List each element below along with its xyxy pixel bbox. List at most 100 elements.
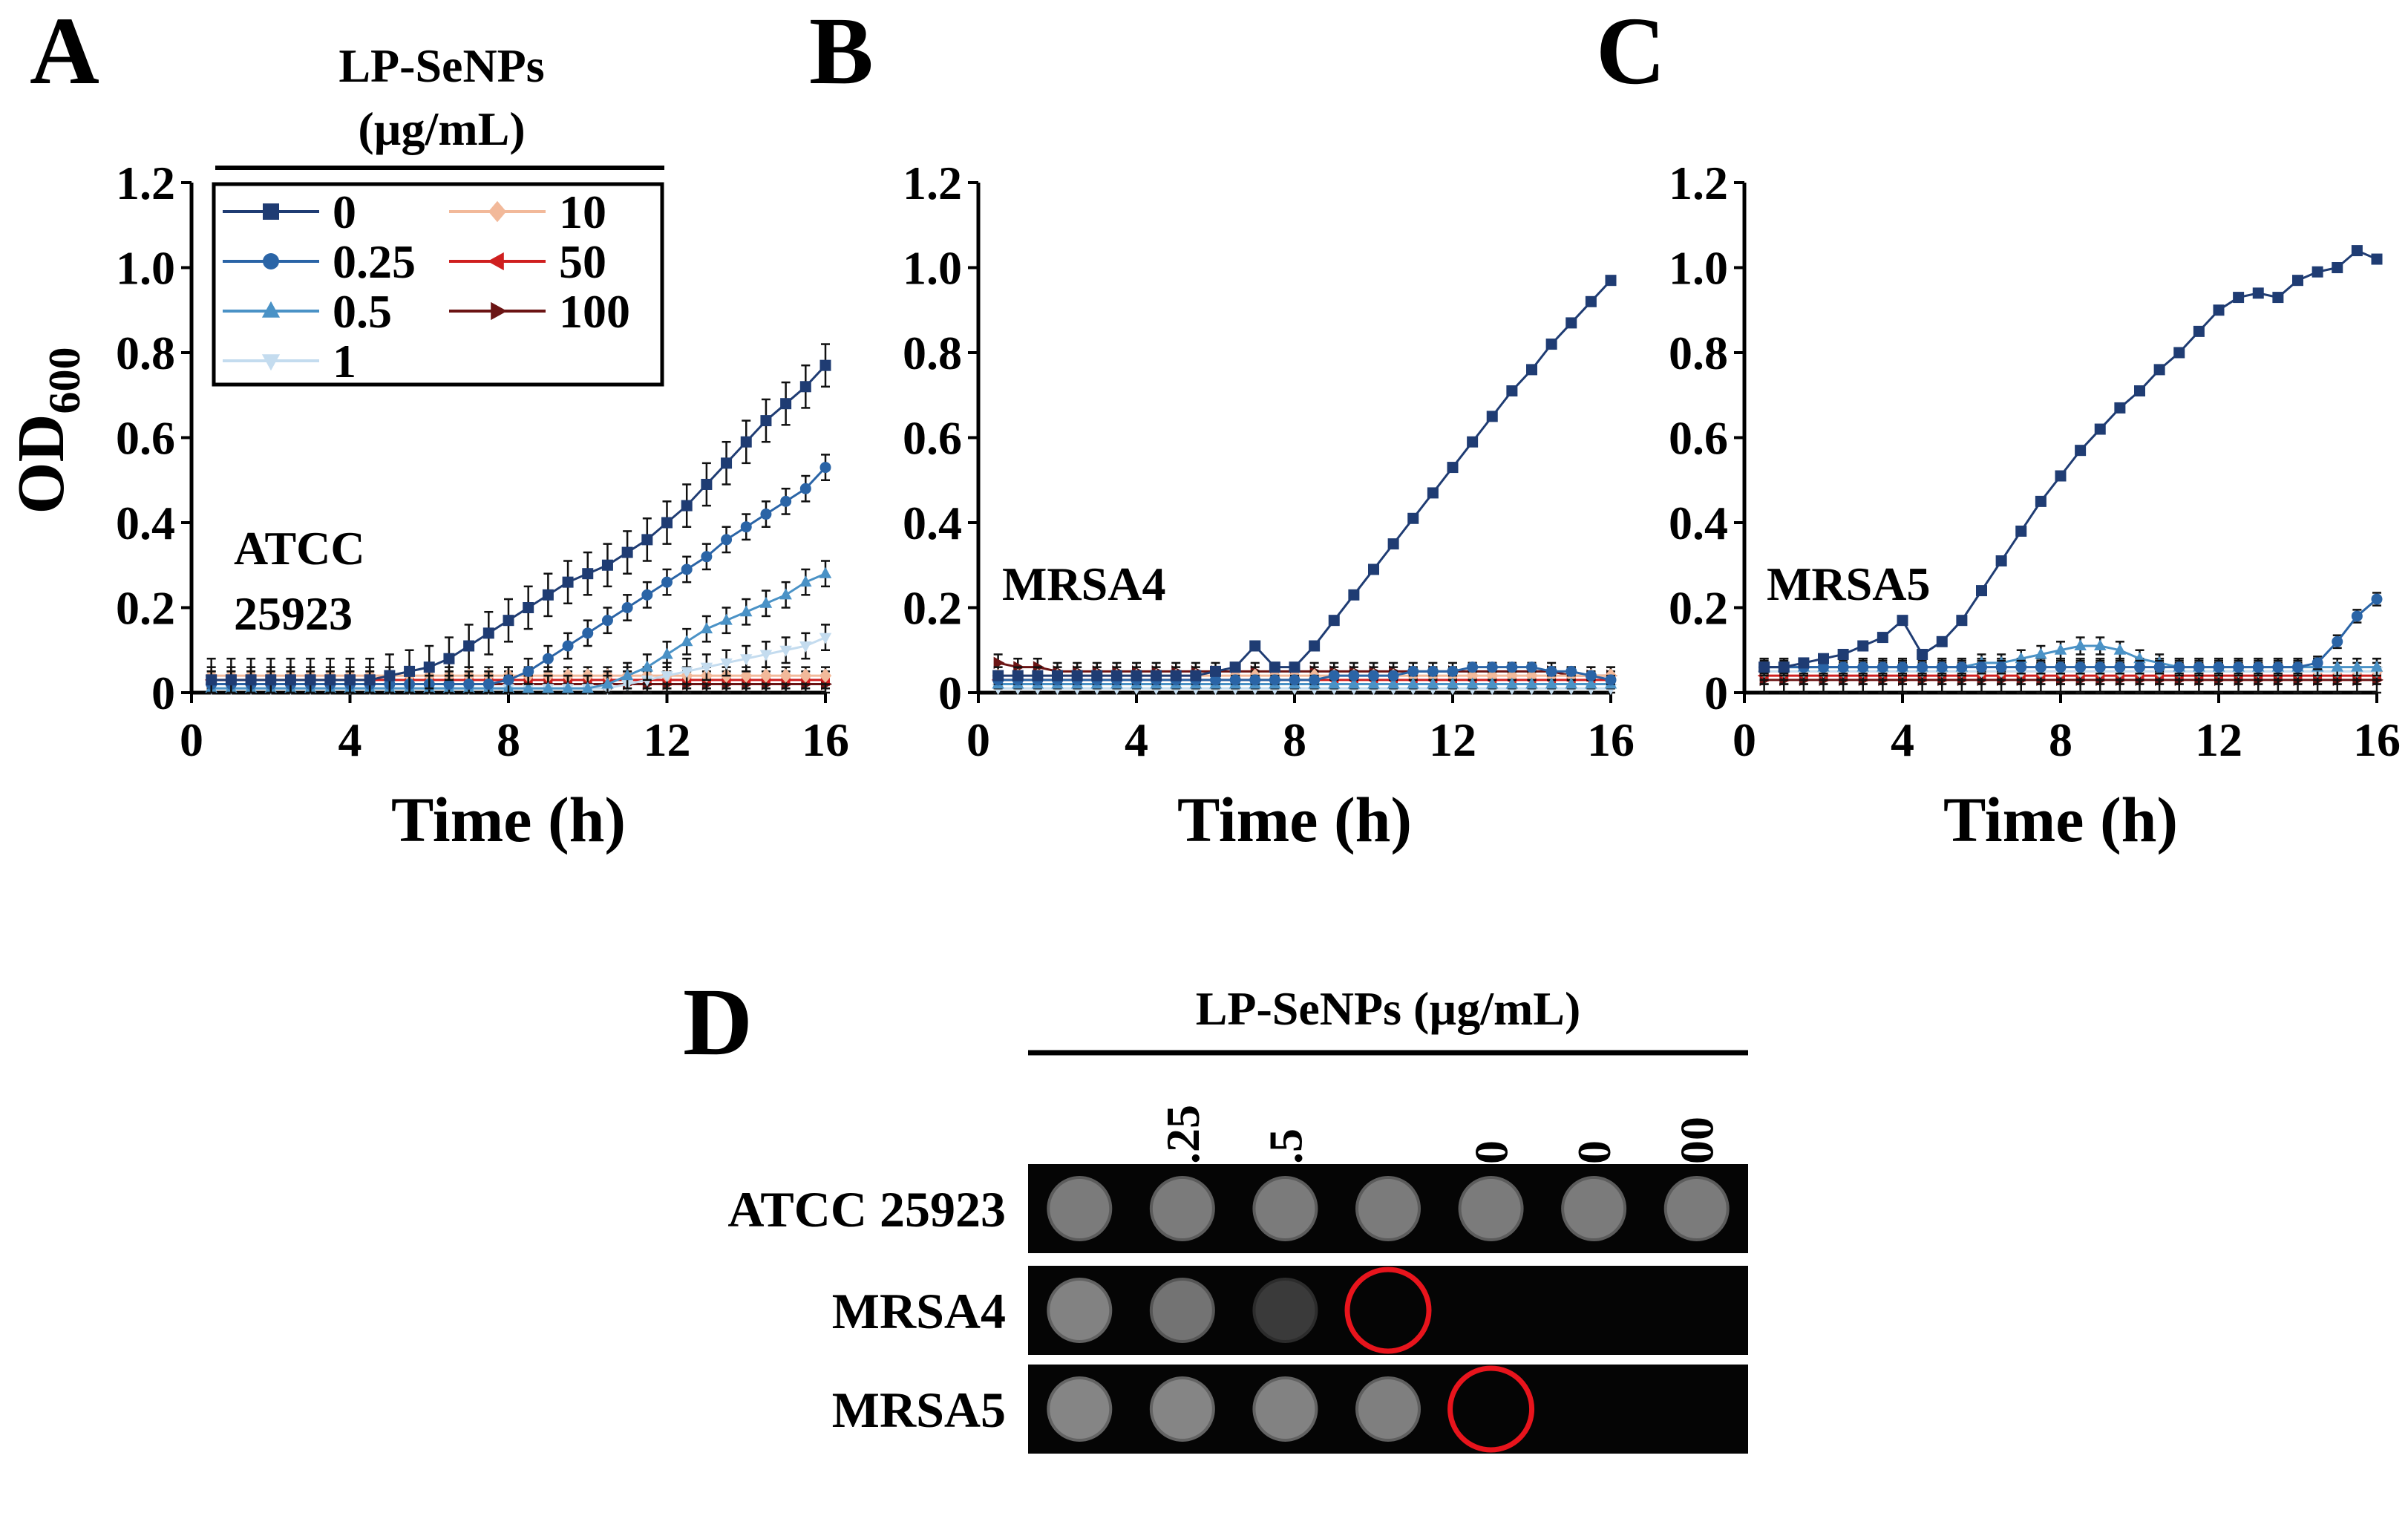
y-tick-label: 0.4 xyxy=(903,497,962,549)
data-point xyxy=(1091,670,1103,682)
data-point xyxy=(2312,657,2323,669)
panel-label-c: C xyxy=(1596,0,1666,105)
data-point xyxy=(1387,677,1400,689)
y-tick-label: 0.4 xyxy=(116,497,175,549)
data-point xyxy=(760,509,772,520)
data-point xyxy=(1466,677,1479,689)
data-point xyxy=(1837,661,1849,673)
data-point xyxy=(2233,661,2245,673)
bacterial-spot xyxy=(1355,1376,1421,1442)
data-point xyxy=(1367,677,1380,689)
legend-swatch-marker xyxy=(487,252,504,271)
data-point xyxy=(661,517,673,529)
data-point xyxy=(463,640,475,652)
data-point xyxy=(1798,657,1810,669)
bacterial-spot xyxy=(1047,1376,1113,1442)
data-point xyxy=(2114,661,2126,673)
data-point xyxy=(1585,295,1597,307)
data-point xyxy=(641,675,654,687)
data-point xyxy=(404,665,416,677)
data-point xyxy=(1545,677,1558,689)
data-point xyxy=(992,670,1004,682)
data-point xyxy=(1917,648,1928,660)
data-point xyxy=(2292,275,2303,287)
x-axis-label: Time (h) xyxy=(391,784,626,855)
data-point xyxy=(1348,589,1360,601)
data-point xyxy=(1347,677,1361,689)
y-tick-label: 0.6 xyxy=(1669,412,1728,465)
spot-strip xyxy=(1028,1266,1748,1355)
data-point xyxy=(721,457,733,469)
data-point xyxy=(680,635,693,647)
legend-label: 0 xyxy=(333,186,356,238)
data-point xyxy=(780,398,792,410)
legend-label: 10 xyxy=(559,186,606,238)
legend-swatch-marker xyxy=(263,253,279,269)
data-point xyxy=(1269,674,1280,686)
series-0 xyxy=(992,275,1617,682)
data-point xyxy=(759,650,773,661)
data-point xyxy=(1526,364,1537,376)
data-point xyxy=(482,627,494,639)
x-axis-label: Time (h) xyxy=(1943,784,2178,855)
y-axis-label-subscript: 600 xyxy=(40,347,89,414)
data-point xyxy=(284,674,296,686)
data-point xyxy=(1368,563,1379,575)
y-tick-label: 0 xyxy=(1704,667,1728,719)
data-point xyxy=(1565,317,1577,329)
data-point xyxy=(1526,661,1537,673)
legend-title-line2: (µg/mL) xyxy=(358,102,525,155)
y-tick-label: 1.2 xyxy=(116,157,175,209)
series-line xyxy=(211,466,827,686)
data-point xyxy=(1446,677,1459,689)
data-point xyxy=(582,627,594,639)
legend-label: 0.25 xyxy=(333,235,416,288)
data-point xyxy=(2134,385,2145,397)
data-point xyxy=(2292,661,2303,673)
y-tick-label: 0.2 xyxy=(903,582,962,635)
data-point xyxy=(641,660,654,672)
data-point xyxy=(542,682,554,693)
data-point xyxy=(206,674,217,686)
x-tick-label: 12 xyxy=(1429,713,1476,766)
y-axis-label: OD600 xyxy=(4,347,89,514)
data-point xyxy=(1585,677,1597,689)
legend-swatch-marker xyxy=(488,200,507,223)
data-point xyxy=(819,359,831,371)
data-point xyxy=(1328,615,1340,627)
data-point xyxy=(720,658,733,670)
data-point xyxy=(1877,661,1888,673)
data-point xyxy=(721,534,733,546)
y-tick-label: 1.2 xyxy=(1669,157,1728,209)
bacterial-spot xyxy=(1561,1176,1627,1241)
data-point xyxy=(1936,635,1948,647)
data-point xyxy=(740,605,753,617)
data-point xyxy=(621,669,634,681)
legend-entry-0_25: 0.25 xyxy=(223,235,416,288)
data-point xyxy=(1837,648,1849,660)
data-point xyxy=(681,500,693,512)
data-point xyxy=(1956,661,1968,673)
data-point xyxy=(2351,245,2363,257)
series-50 xyxy=(1757,666,2381,685)
data-point xyxy=(2351,660,2363,672)
data-point xyxy=(522,682,534,693)
data-point xyxy=(1407,512,1419,524)
data-point xyxy=(1289,674,1300,686)
bacterial-spot xyxy=(1149,1278,1215,1343)
data-point xyxy=(1778,661,1790,673)
data-point xyxy=(661,576,673,588)
data-point xyxy=(2075,445,2087,457)
data-point xyxy=(1210,674,1221,686)
data-point xyxy=(1447,665,1459,677)
data-point xyxy=(1151,670,1162,682)
data-point xyxy=(1131,670,1142,682)
data-point xyxy=(700,622,713,634)
data-point xyxy=(819,566,832,578)
data-point xyxy=(1545,665,1557,677)
data-point xyxy=(1190,670,1202,682)
x-tick-label: 0 xyxy=(966,713,990,766)
bacterial-spot xyxy=(1252,1376,1318,1442)
spot-row: ATCC 25923 xyxy=(727,1164,1748,1253)
data-point xyxy=(1309,640,1321,652)
